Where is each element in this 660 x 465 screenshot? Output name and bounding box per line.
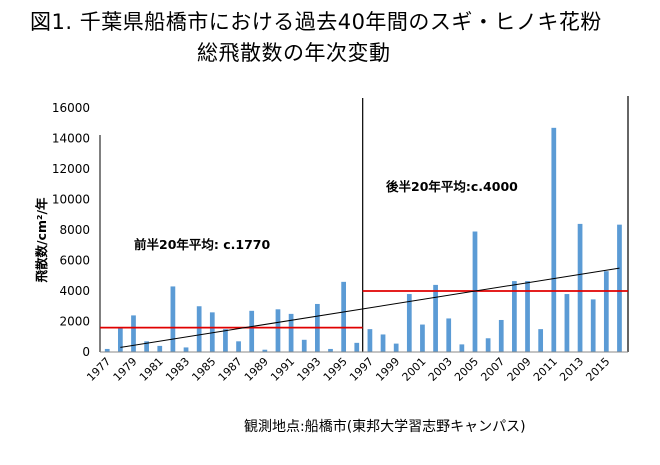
bar-2013 xyxy=(577,223,583,352)
bar-1998 xyxy=(380,334,386,352)
bar-2002 xyxy=(433,284,438,352)
overlay-lines xyxy=(99,96,629,353)
bar-2001 xyxy=(420,324,425,352)
x-tick-label: 1977 xyxy=(84,355,113,384)
bar-2012 xyxy=(564,294,570,352)
bar-1978 xyxy=(117,327,123,352)
bar-1986 xyxy=(223,329,228,353)
x-tick-label: 2009 xyxy=(505,355,534,384)
x-tick-label: 1997 xyxy=(347,355,376,384)
y-axis-ticks: 0 2000 4000 6000 8000 10000 12000 14000 16000 xyxy=(52,101,90,359)
x-tick-label: 1995 xyxy=(321,355,350,384)
bar-1996 xyxy=(354,342,360,352)
bar-1977 xyxy=(104,348,110,352)
bar-1994 xyxy=(328,348,333,352)
x-tick-label: 2015 xyxy=(583,355,612,384)
y-tick-label: 16000 xyxy=(52,101,90,115)
chart-title-line2: 総飛散数の年次変動 xyxy=(197,41,391,65)
bar-1999 xyxy=(393,343,399,352)
bar-2010 xyxy=(538,329,544,353)
x-tick-label: 2003 xyxy=(426,355,455,384)
bar-2003 xyxy=(446,318,452,352)
x-tick-label: 2007 xyxy=(478,355,507,384)
bar-2009 xyxy=(525,281,530,352)
bar-1990 xyxy=(275,309,281,352)
chart-title-line1: 図1. 千葉県船橋市における過去40年間のスギ・ヒノキ花粉 xyxy=(30,10,602,34)
bar-1984 xyxy=(196,306,202,352)
bar-2000 xyxy=(406,294,412,352)
x-tick-label: 2005 xyxy=(452,355,481,384)
bar-1981 xyxy=(157,345,163,352)
bar-1982 xyxy=(170,286,176,352)
bar-2008 xyxy=(512,281,517,352)
second-half-average-label: 後半20年平均:c.4000 xyxy=(386,179,518,194)
y-tick-label: 8000 xyxy=(59,223,90,237)
x-tick-label: 1991 xyxy=(268,355,297,384)
bar-1991 xyxy=(288,313,294,353)
bar-1979 xyxy=(131,315,136,352)
y-tick-label: 4000 xyxy=(59,284,90,298)
observation-location: 観測地点:船橋市(東邦大学習志野キャンパス) xyxy=(244,418,526,435)
x-tick-label: 1981 xyxy=(137,355,166,384)
bar-1980 xyxy=(144,341,149,352)
linear-trend-line xyxy=(120,267,620,348)
y-tick-label: 14000 xyxy=(52,132,90,146)
x-tick-label: 2011 xyxy=(531,355,560,384)
x-tick-label: 1987 xyxy=(216,355,245,384)
bar-2015 xyxy=(603,271,609,352)
x-tick-label: 1983 xyxy=(163,355,192,384)
bar-1997 xyxy=(367,329,373,353)
y-tick-label: 0 xyxy=(82,345,90,359)
x-tick-label: 1979 xyxy=(111,355,140,384)
x-tick-label: 1993 xyxy=(295,355,324,384)
bar-2014 xyxy=(590,299,596,352)
bar-2007 xyxy=(498,319,504,352)
bar-1983 xyxy=(183,347,189,352)
first-half-average-label: 前半20年平均: c.1770 xyxy=(134,237,270,252)
bar-2004 xyxy=(459,344,465,353)
y-tick-label: 2000 xyxy=(59,315,90,329)
y-axis-label: 飛散数/cm²/年 xyxy=(34,197,49,284)
bar-1988 xyxy=(249,310,255,352)
x-tick-label: 2013 xyxy=(557,355,586,384)
y-tick-label: 6000 xyxy=(59,254,90,268)
bar-2006 xyxy=(485,338,491,352)
bar-1995 xyxy=(341,281,347,352)
x-tick-label: 1999 xyxy=(373,355,402,384)
bar-1985 xyxy=(209,312,215,352)
bar-2011 xyxy=(551,127,557,352)
x-tick-label: 1989 xyxy=(242,355,271,384)
bar-1989 xyxy=(262,349,268,352)
y-tick-label: 12000 xyxy=(52,162,90,176)
x-axis-ticks: 1977197919811983198519871989199119931995… xyxy=(84,355,612,384)
x-tick-label: 2001 xyxy=(400,355,429,384)
y-tick-label: 10000 xyxy=(52,193,90,207)
bar-1987 xyxy=(236,341,241,352)
x-tick-label: 1985 xyxy=(189,355,218,384)
bar-2016 xyxy=(617,224,622,352)
bar-1992 xyxy=(301,339,307,352)
